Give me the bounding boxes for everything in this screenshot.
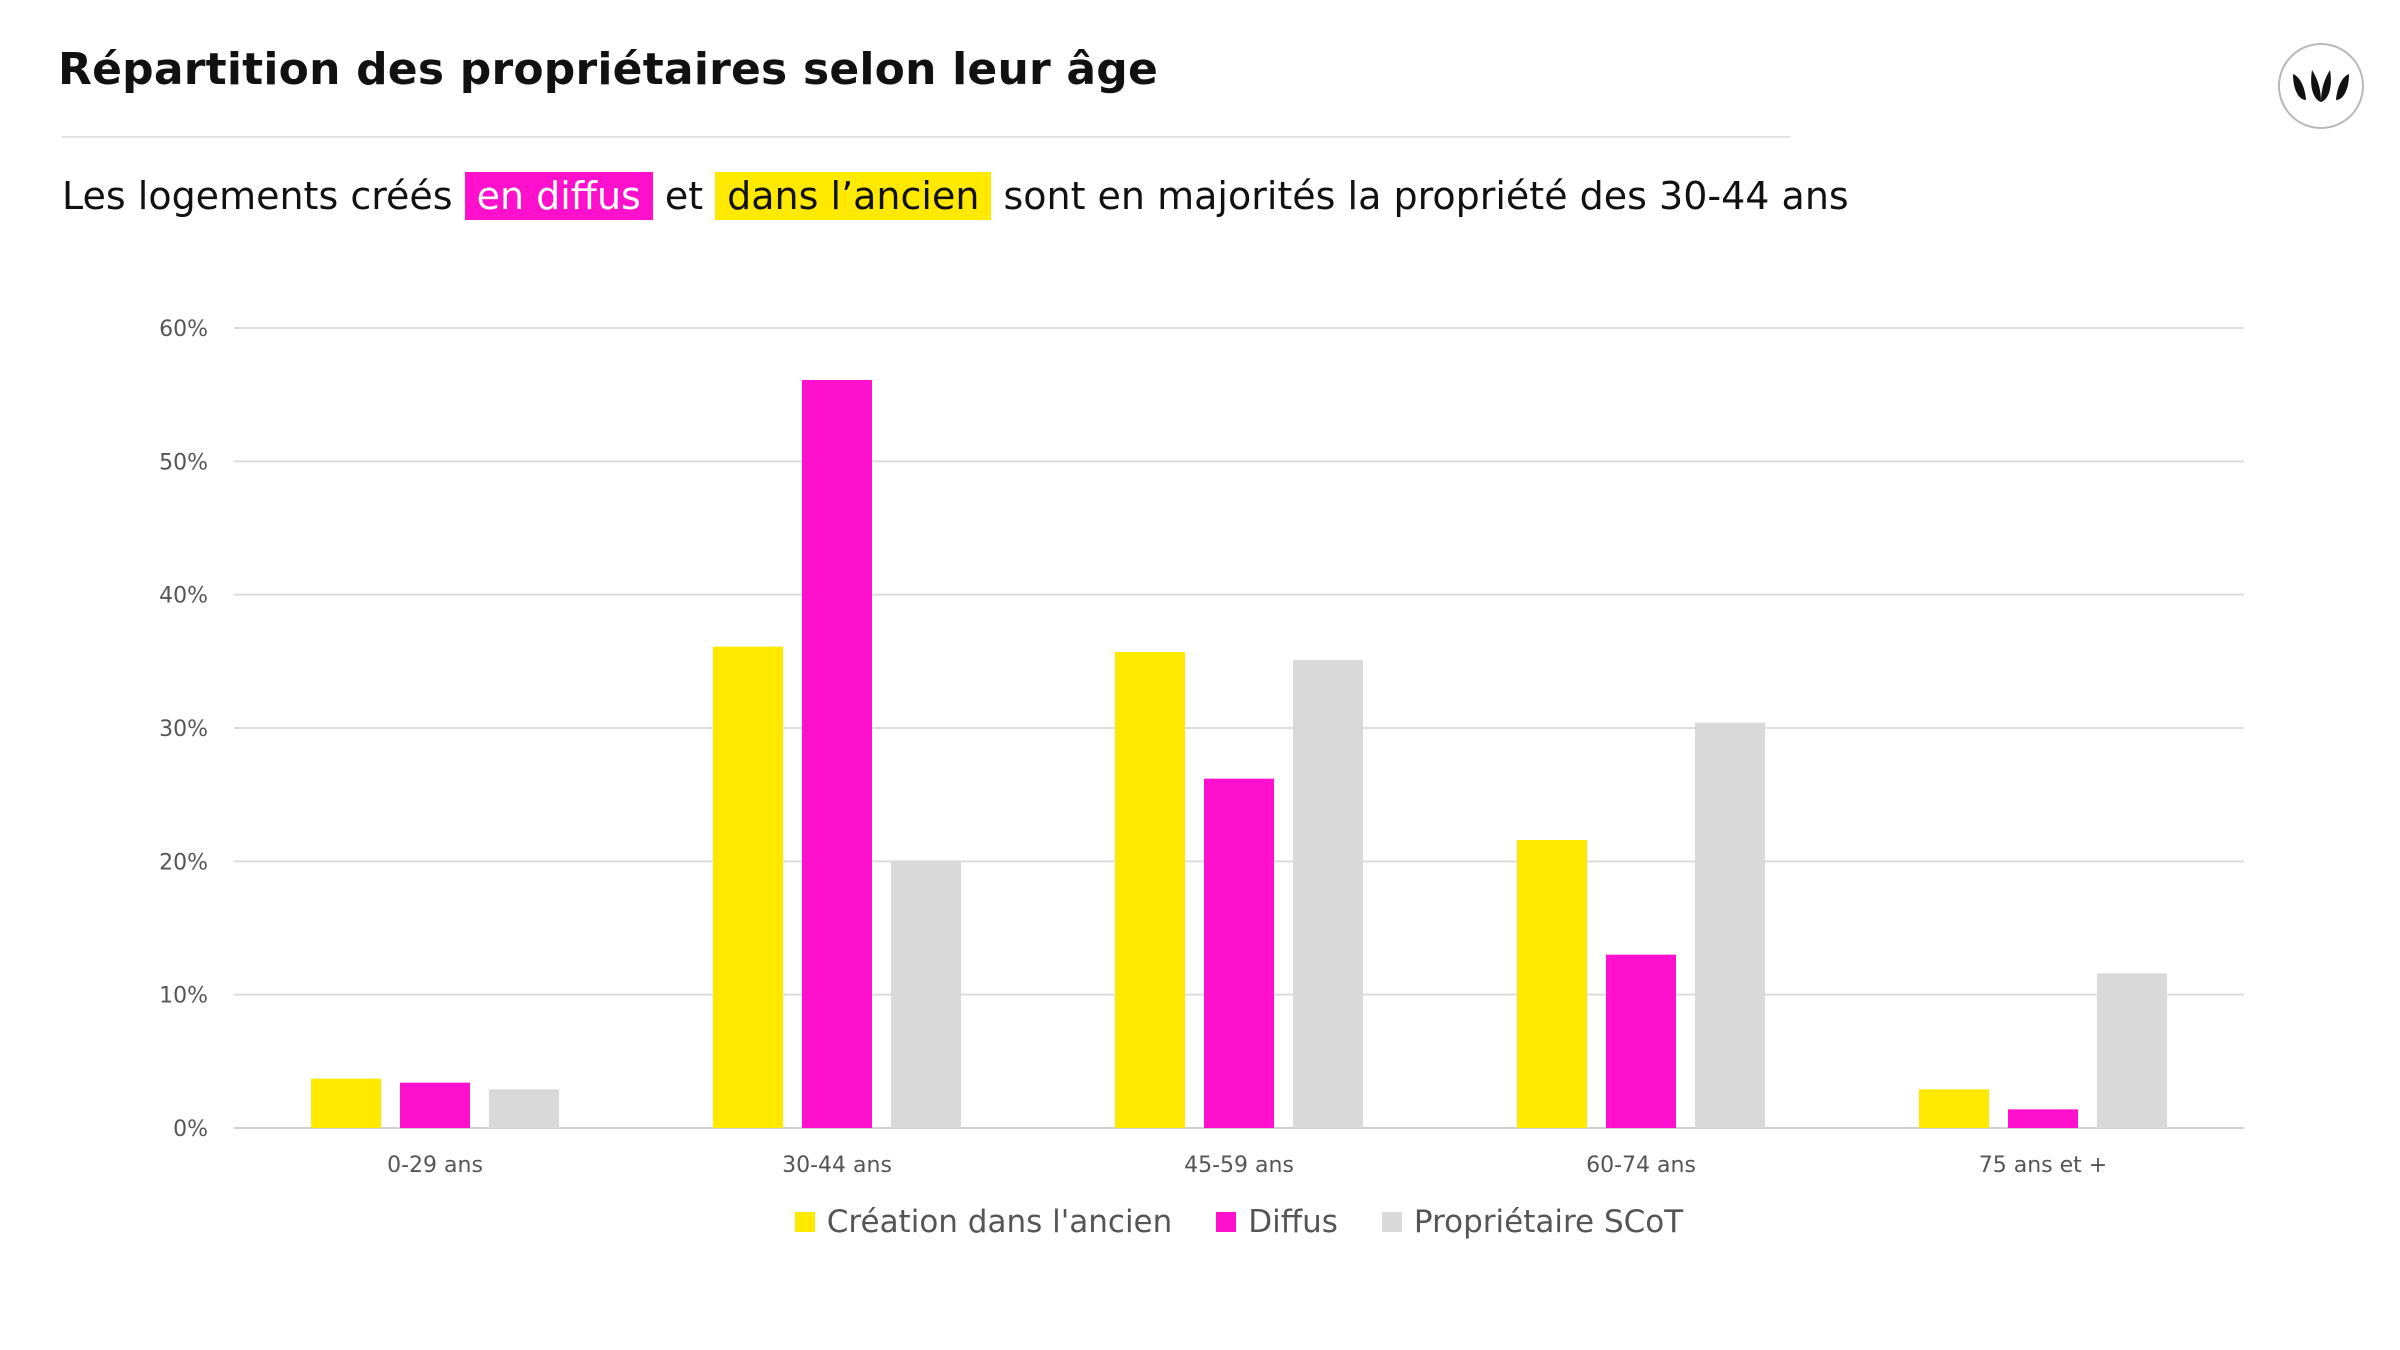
page-title: Répartition des propriétaires selon leur… xyxy=(58,44,1159,95)
bar xyxy=(1606,954,1676,1128)
x-tick-label: 75 ans et + xyxy=(1979,1153,2107,1178)
subtitle: Les logements créés en diffus et dans l’… xyxy=(62,170,1849,222)
bar xyxy=(802,380,872,1128)
legend-label: Création dans l'ancien xyxy=(826,1204,1173,1240)
y-tick-label: 10% xyxy=(159,984,208,1009)
legend-swatch-grey xyxy=(1381,1212,1402,1232)
bar xyxy=(891,861,961,1128)
legend-swatch-yellow xyxy=(794,1212,815,1232)
y-tick-label: 40% xyxy=(159,584,208,609)
bar xyxy=(2097,973,2167,1128)
legend-item-proprietaire-scot: Propriétaire SCoT xyxy=(1381,1204,1684,1240)
legend-label: Propriétaire SCoT xyxy=(1413,1204,1684,1240)
bar xyxy=(489,1089,559,1128)
subtitle-highlight-diffus: en diffus xyxy=(464,172,653,220)
y-tick-label: 50% xyxy=(159,450,208,475)
legend-label: Diffus xyxy=(1248,1204,1338,1240)
chart-legend: Création dans l'ancien Diffus Propriétai… xyxy=(0,1204,2400,1240)
y-tick-label: 0% xyxy=(173,1117,208,1142)
leaf-logo-icon xyxy=(2293,70,2349,102)
x-tick-label: 0-29 ans xyxy=(387,1153,483,1178)
x-tick-label: 60-74 ans xyxy=(1586,1153,1696,1178)
bar xyxy=(1919,1089,1989,1128)
bar xyxy=(1115,652,1185,1128)
logo xyxy=(2278,43,2364,129)
subtitle-highlight-ancien: dans l’ancien xyxy=(715,172,992,220)
legend-item-creation-ancien: Création dans l'ancien xyxy=(794,1204,1173,1240)
bar xyxy=(1204,778,1274,1128)
x-tick-label: 30-44 ans xyxy=(782,1153,892,1178)
y-tick-label: 30% xyxy=(159,717,208,742)
bar xyxy=(1293,660,1363,1128)
subtitle-part-2: et xyxy=(664,174,704,218)
subtitle-part-1: Les logements créés xyxy=(62,174,453,218)
title-divider xyxy=(62,136,1790,138)
bar xyxy=(2008,1109,2078,1128)
y-tick-label: 20% xyxy=(159,850,208,875)
subtitle-part-3: sont en majorités la propriété des 30-44… xyxy=(1003,174,1849,218)
x-tick-label: 45-59 ans xyxy=(1184,1153,1294,1178)
bar xyxy=(1517,840,1587,1128)
bar xyxy=(713,646,783,1128)
legend-swatch-pink xyxy=(1216,1212,1237,1232)
bar xyxy=(1695,722,1765,1128)
legend-item-diffus: Diffus xyxy=(1216,1204,1338,1240)
bar xyxy=(311,1078,381,1128)
bar xyxy=(400,1082,470,1128)
y-tick-label: 60% xyxy=(159,317,208,342)
